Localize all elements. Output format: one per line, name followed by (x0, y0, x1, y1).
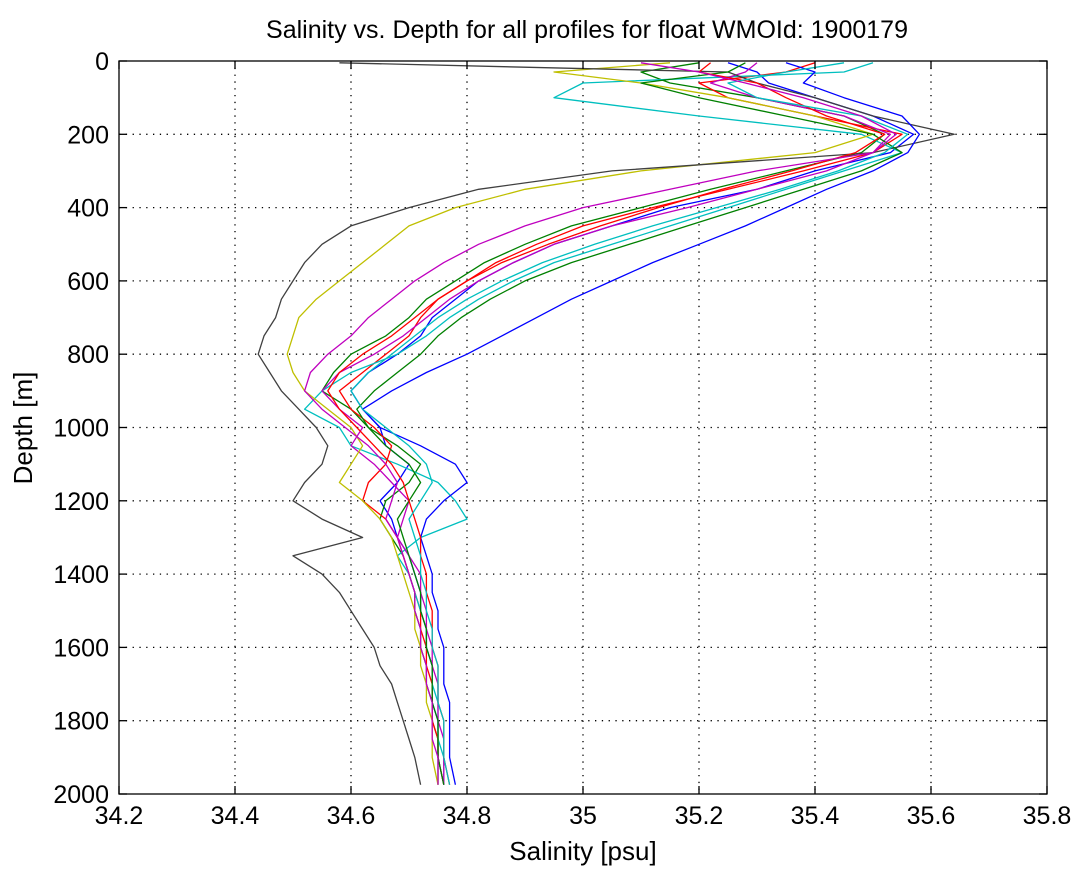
x-axis: 34.2 34.4 34.6 34.8 35 35.2 35.4 35.6 35.8 (95, 61, 1072, 830)
x-tick-label: 35.4 (791, 802, 840, 830)
x-tick-label: 34.6 (327, 802, 376, 830)
profile-lines (257, 62, 955, 785)
plot-area (257, 62, 955, 785)
y-tick-label: 600 (67, 268, 109, 296)
y-tick-label: 1000 (53, 415, 109, 443)
y-tick-label: 1200 (53, 488, 109, 516)
x-tick-label: 34.4 (211, 802, 260, 830)
x-tick-label: 34.2 (95, 802, 144, 830)
x-tick-label: 35.2 (675, 802, 724, 830)
y-tick-label: 2000 (53, 781, 109, 809)
x-tick-label: 34.8 (443, 802, 492, 830)
y-tick-label: 200 (67, 121, 109, 149)
salinity-profile-line (303, 62, 897, 785)
y-axis: 0 200 400 600 800 1000 1200 1400 1600 1800 2000 (53, 48, 1047, 809)
y-tick-label: 1600 (53, 634, 109, 662)
x-tick-label: 35.6 (907, 802, 956, 830)
salinity-profile-line (356, 62, 903, 785)
y-axis-label: Depth [m] (8, 372, 38, 485)
y-tick-label: 0 (95, 48, 109, 76)
x-axis-label: Salinity [psu] (509, 836, 656, 866)
salinity-profile-line (350, 62, 909, 785)
salinity-profile-line (338, 62, 903, 785)
x-tick-label: 35.8 (1023, 802, 1072, 830)
y-tick-label: 1400 (53, 561, 109, 589)
salinity-profile-line (257, 62, 955, 785)
y-tick-label: 800 (67, 341, 109, 369)
chart-title: Salinity vs. Depth for all profiles for … (266, 16, 908, 44)
y-tick-label: 1800 (53, 708, 109, 736)
y-tick-label: 400 (67, 195, 109, 223)
x-tick-label: 35 (569, 802, 597, 830)
grid-lines (119, 61, 1047, 794)
